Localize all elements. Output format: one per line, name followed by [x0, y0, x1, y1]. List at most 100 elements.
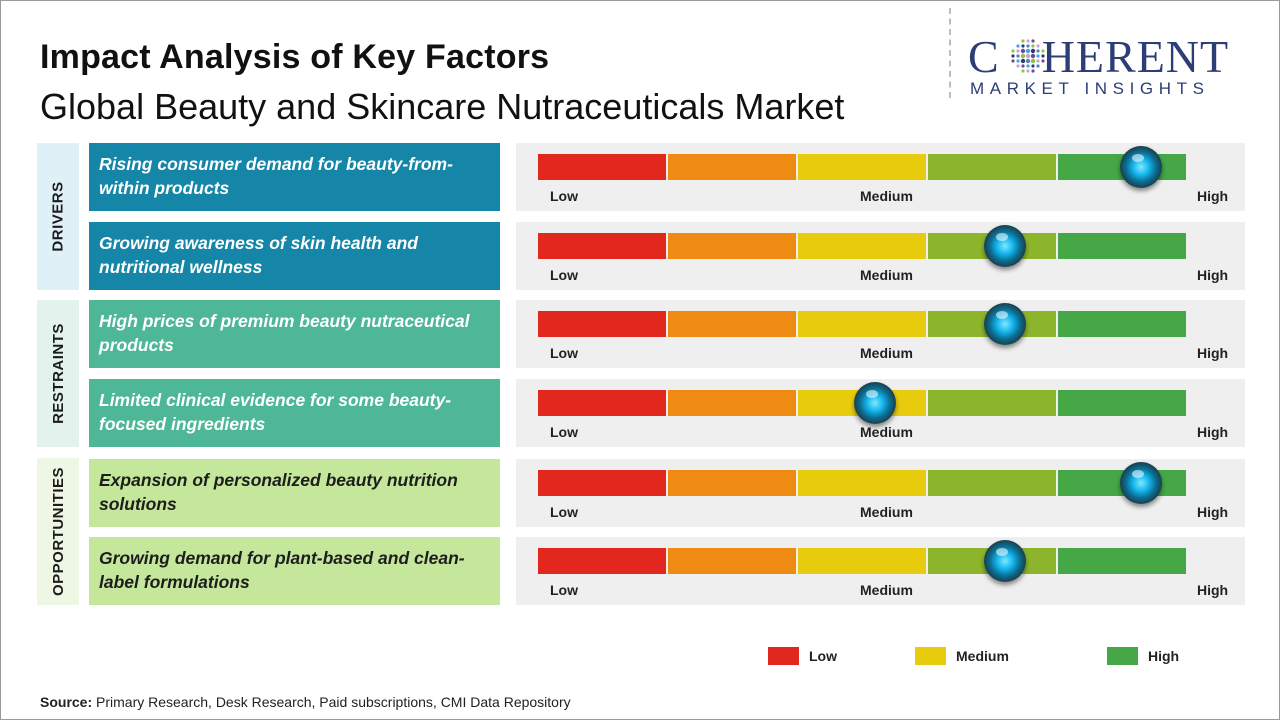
- gauge-segment: [668, 311, 796, 337]
- gauge-scale-label: High: [1197, 267, 1229, 283]
- source-text: Primary Research, Desk Research, Paid su…: [92, 694, 571, 710]
- globe-dot: [1011, 59, 1015, 63]
- gauge-scale-label: Low: [550, 188, 578, 204]
- gauge-scale-label: Medium: [860, 582, 913, 598]
- category-restraints: RESTRAINTS: [37, 300, 79, 447]
- gauge-indicator-knob: [853, 382, 896, 424]
- dotted-globe-icon: [1011, 39, 1045, 73]
- globe-dot: [1021, 39, 1025, 43]
- gauge-scale-label: Low: [550, 424, 578, 440]
- category-restraints-label: RESTRAINTS: [49, 323, 67, 424]
- impact-gauge: Low Medium High: [516, 537, 1245, 605]
- impact-gauge: Low Medium High: [516, 143, 1245, 211]
- gauge-scale-label: Low: [550, 582, 578, 598]
- gauge-bar: [538, 548, 1186, 574]
- globe-dot: [1031, 69, 1035, 73]
- logo-letters-rest: HERENT: [1041, 31, 1230, 82]
- gauge-segment: [668, 233, 796, 259]
- impact-gauge: Low Medium High: [516, 459, 1245, 527]
- globe-dot: [1026, 64, 1030, 68]
- globe-dot: [1021, 44, 1025, 48]
- globe-dot: [1016, 64, 1020, 68]
- gauge-segment: [538, 390, 666, 416]
- gauge-scale-label: High: [1197, 582, 1229, 598]
- globe-dot: [1020, 48, 1026, 54]
- globe-dot: [1016, 44, 1020, 48]
- impact-gauge: Low Medium High: [516, 379, 1245, 447]
- globe-dot: [1025, 53, 1031, 59]
- gauge-scale-label: Low: [550, 345, 578, 361]
- gauge-segment: [668, 154, 796, 180]
- globe-dot: [1016, 54, 1020, 58]
- gauge-bar: [538, 390, 1186, 416]
- gauge-segment: [798, 470, 926, 496]
- gauge-scale-label: Medium: [860, 188, 913, 204]
- factor-text: High prices of premium beauty nutraceuti…: [89, 300, 500, 368]
- category-opportunities: OPPORTUNITIES: [37, 458, 79, 605]
- globe-dot: [1036, 59, 1040, 63]
- gauge-scale-label: Medium: [860, 424, 913, 440]
- gauge-segment: [668, 548, 796, 574]
- source-label: Source:: [40, 694, 93, 710]
- gauge-scale-label: Low: [550, 504, 578, 520]
- globe-dot: [1041, 54, 1045, 58]
- header-divider: [949, 8, 951, 98]
- globe-dot: [1025, 58, 1031, 64]
- globe-dot: [1026, 44, 1030, 48]
- category-drivers: DRIVERS: [37, 143, 79, 290]
- legend-swatch-high: [1107, 647, 1138, 665]
- gauge-segment: [668, 390, 796, 416]
- gauge-segment: [798, 154, 926, 180]
- gauge-scale-label: High: [1197, 504, 1229, 520]
- gauge-bar: [538, 154, 1186, 180]
- globe-dot: [1036, 64, 1040, 68]
- logo-wordmark: C HERENT: [968, 30, 1229, 83]
- impact-gauge: Low Medium High: [516, 222, 1245, 290]
- gauge-segment: [798, 311, 926, 337]
- gauge-scale-label: Low: [550, 267, 578, 283]
- gauge-bar: [538, 233, 1186, 259]
- globe-dot: [1036, 49, 1040, 53]
- globe-dot: [1041, 59, 1045, 63]
- logo-tagline: MARKET INSIGHTS: [970, 79, 1210, 98]
- gauge-scale-label: High: [1197, 424, 1229, 440]
- globe-dot: [1041, 49, 1045, 53]
- globe-dot: [1011, 54, 1015, 58]
- legend-label-medium: Medium: [956, 648, 1009, 664]
- globe-dot: [1031, 39, 1035, 43]
- gauge-segment: [1058, 390, 1186, 416]
- globe-dot: [1031, 64, 1035, 68]
- factor-text: Growing awareness of skin health and nut…: [89, 222, 500, 290]
- chart-subtitle: Global Beauty and Skincare Nutraceutical…: [40, 86, 845, 127]
- chart-title: Impact Analysis of Key Factors: [40, 38, 550, 76]
- factor-text: Expansion of personalized beauty nutriti…: [89, 459, 500, 527]
- globe-dot: [1025, 48, 1031, 54]
- gauge-indicator-knob: [1119, 146, 1162, 188]
- gauge-segment: [538, 233, 666, 259]
- legend-label-low: Low: [809, 648, 837, 664]
- globe-dot: [1020, 58, 1026, 64]
- source-note: Source: Primary Research, Desk Research,…: [40, 694, 571, 710]
- gauge-segment: [1058, 233, 1186, 259]
- logo-letter-c: C: [968, 31, 1000, 82]
- globe-dot: [1020, 53, 1026, 59]
- gauge-segment: [538, 311, 666, 337]
- gauge-segment: [668, 470, 796, 496]
- globe-dot: [1026, 39, 1030, 43]
- gauge-segment: [798, 233, 926, 259]
- gauge-indicator-knob: [983, 225, 1026, 267]
- gauge-scale-label: High: [1197, 188, 1229, 204]
- globe-dot: [1026, 69, 1030, 73]
- impact-gauge: Low Medium High: [516, 300, 1245, 368]
- globe-dot: [1030, 58, 1036, 64]
- category-opportunities-label: OPPORTUNITIES: [49, 466, 67, 597]
- gauge-scale-label: Medium: [860, 267, 913, 283]
- category-drivers-label: DRIVERS: [49, 181, 67, 252]
- globe-dot: [1036, 44, 1040, 48]
- factor-text: Growing demand for plant-based and clean…: [89, 537, 500, 605]
- gauge-segment: [928, 390, 1056, 416]
- legend-swatch-low: [768, 647, 799, 665]
- legend-label-high: High: [1148, 648, 1180, 664]
- gauge-bar: [538, 311, 1186, 337]
- gauge-segment: [538, 154, 666, 180]
